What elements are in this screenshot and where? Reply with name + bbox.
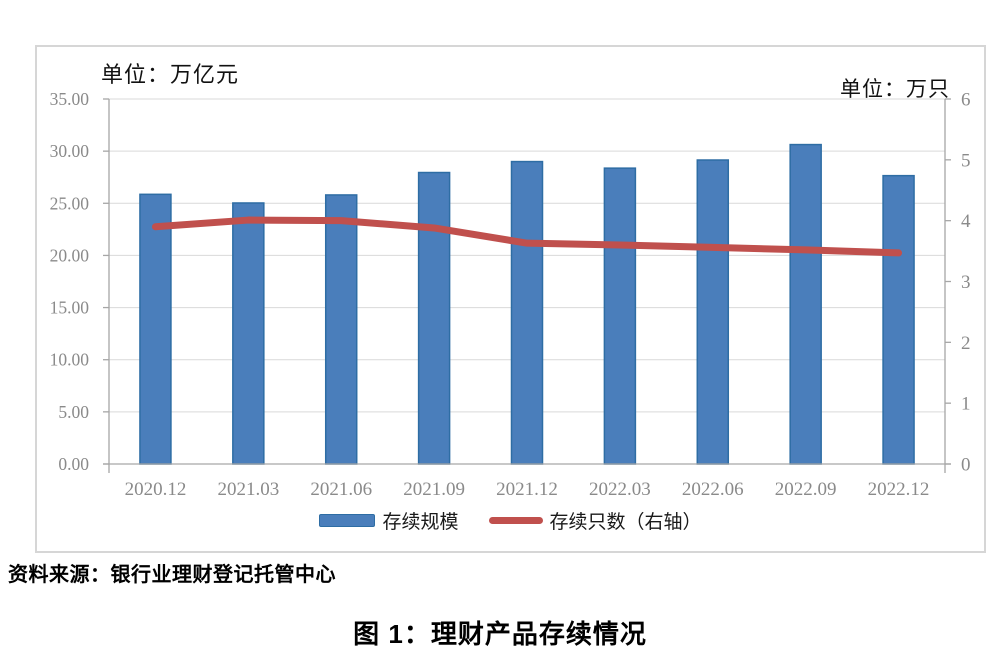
x-axis-tick-label: 2022.12: [868, 479, 930, 500]
bar: [139, 193, 172, 465]
line-series: [151, 216, 903, 257]
legend: 存续规模 存续只数（右轴）: [37, 507, 984, 534]
right-axis-unit-label: 单位：万只: [840, 77, 950, 101]
x-axis-tick-label: 2022.03: [589, 479, 651, 500]
bar: [603, 167, 637, 465]
right-axis-tick-label: 6: [961, 90, 971, 111]
bar-series-swatch: [319, 514, 376, 527]
legend-label-bar-series: 存续规模: [382, 512, 459, 533]
legend-item-bar-series: 存续规模: [319, 507, 459, 534]
right-axis-tick-label: 4: [961, 211, 971, 232]
left-axis-tick-label: 25.00: [50, 193, 90, 213]
legend-item-line-series: 存续只数（右轴）: [488, 507, 702, 534]
bar: [324, 194, 358, 465]
right-axis-tick-label: 3: [961, 272, 971, 293]
x-axis-tick-label: 2022.09: [775, 479, 837, 500]
left-axis-tick-label: 20.00: [50, 245, 90, 265]
right-axis-tick-label: 1: [961, 394, 971, 415]
bar: [510, 160, 544, 465]
left-axis-tick-label: 15.00: [50, 298, 90, 318]
x-axis-tick-label: 2022.06: [682, 479, 744, 500]
left-axis-tick-label: 35.00: [50, 89, 90, 109]
line-series-swatch: [488, 517, 543, 524]
right-axis-tick-label: 5: [961, 150, 971, 171]
x-axis-tick-label: 2020.12: [125, 479, 187, 500]
right-axis-tick-label: 0: [961, 455, 971, 476]
right-axis-tick-label: 2: [961, 333, 971, 354]
x-axis-tick-label: 2021.03: [217, 479, 279, 500]
legend-label-line-series: 存续只数（右轴）: [549, 512, 702, 533]
left-axis-tick-label: 5.00: [58, 402, 89, 422]
bar: [789, 143, 822, 465]
plot-svg: 0.00 5.00 10.00 15.00 20.00 25.00 30.00 35.00 0 1…: [50, 89, 971, 500]
x-axis-tick-label: 2021.06: [310, 479, 372, 500]
chart-panel: 0.00 5.00 10.00 15.00 20.00 25.00 30.00 35.00 0 1…: [35, 45, 986, 553]
figure-caption: 图 1：理财产品存续情况: [353, 619, 647, 649]
bar: [232, 202, 265, 465]
bar: [696, 159, 730, 465]
bar: [882, 174, 915, 465]
source-note: 资料来源：银行业理财登记托管中心: [8, 564, 336, 586]
left-axis-tick-label: 10.00: [50, 350, 90, 370]
left-axis-unit-label: 单位：万亿元: [101, 62, 240, 87]
x-axis-tick-label: 2021.09: [403, 479, 465, 500]
x-axis-tick-label: 2021.12: [496, 479, 558, 500]
bar: [417, 171, 451, 465]
left-axis-tick-label: 30.00: [50, 141, 90, 161]
left-axis-tick-label: 0.00: [58, 454, 89, 474]
